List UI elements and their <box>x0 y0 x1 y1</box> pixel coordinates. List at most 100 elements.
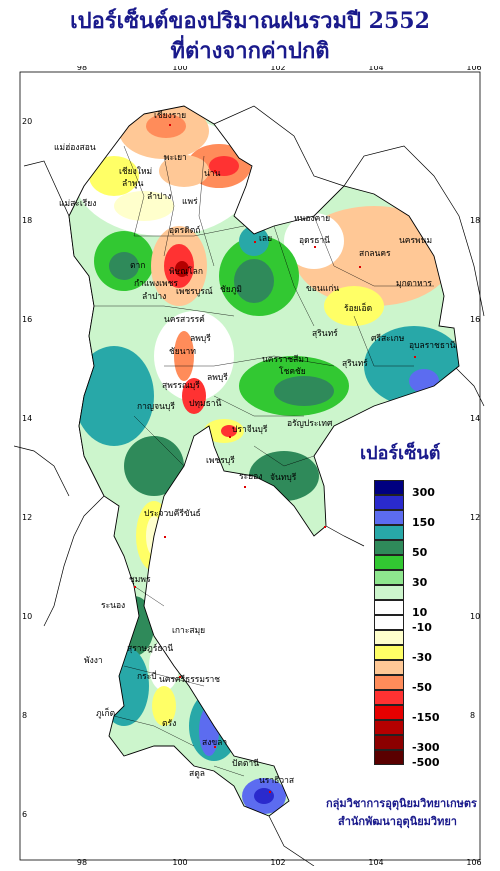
lon-tick: 98 <box>77 858 87 866</box>
station-label: อุดรธานี <box>299 235 330 246</box>
station-label: ขอนแก่น <box>306 284 339 294</box>
station-label: เชียงใหม่ <box>119 166 152 177</box>
lon-tick: 104 <box>368 66 383 72</box>
legend-swatch <box>374 480 404 495</box>
station-label: นครสวรรค์ <box>164 314 205 325</box>
lat-tick: 16 <box>470 315 480 324</box>
station-label: กระบี่ <box>137 670 157 682</box>
legend-swatch <box>374 630 404 645</box>
station-label: นราธิวาส <box>259 776 295 786</box>
legend-swatch <box>374 660 404 675</box>
station-label: ศรีสะเกษ <box>371 333 405 344</box>
legend-title: เปอร์เซ็นต์ <box>360 443 441 464</box>
station-label: จันทบุรี <box>270 472 297 483</box>
legend-label: -10 <box>412 621 432 634</box>
station-label: ชุมพร <box>129 575 151 585</box>
station-label: แพร่ <box>182 197 198 207</box>
station-label: อุบลราชธานี <box>409 340 456 351</box>
station-markers <box>134 124 416 793</box>
station-label: เชียงราย <box>154 110 186 121</box>
station-label: ลำปาง <box>147 192 171 202</box>
station-label: สงขลา <box>202 738 227 748</box>
credit-line1: กลุ่มวิชาการอุตุนิยมวิทยาเกษตร <box>326 797 477 810</box>
legend-label: 10 <box>412 606 428 619</box>
station-label: นครศรีธรรมราช <box>159 674 220 685</box>
legend-swatch <box>374 720 404 735</box>
longitude-ticks: 98 100 102 104 106 98 100 102 104 106 <box>77 66 482 866</box>
station-label: นครพนม <box>399 236 432 246</box>
station-label: ชัยภูมิ <box>220 285 242 295</box>
station-label: เพชรบูรณ์ <box>176 286 213 297</box>
legend-swatch <box>374 585 404 600</box>
station-label: มุกดาหาร <box>396 279 432 289</box>
station-label: ปทุมธานี <box>189 398 222 409</box>
lat-tick: 14 <box>470 414 480 423</box>
lat-tick: 14 <box>22 414 32 423</box>
legend-swatch <box>374 690 404 705</box>
lon-tick: 106 <box>466 858 481 866</box>
lat-tick: 12 <box>470 513 480 522</box>
legend-swatch <box>374 645 404 660</box>
lat-tick: 16 <box>22 315 32 324</box>
station-label: ลพบุรี <box>190 333 211 344</box>
legend-label: 300 <box>412 486 435 499</box>
station-label: ตรัง <box>162 719 176 729</box>
legend-swatch <box>374 600 404 615</box>
legend-swatch <box>374 735 404 750</box>
station-label: สุรินทร์ <box>312 328 338 339</box>
station-label: ประจวบคีรีขันธ์ <box>144 508 201 519</box>
map-title-line1: เปอร์เซ็นต์ของปริมาณฝนรวมปี 2552 <box>70 8 430 34</box>
legend-label: -300 <box>412 741 440 754</box>
legend-label: -30 <box>412 651 432 664</box>
legend-swatch <box>374 570 404 585</box>
station-label: ปัตตานี <box>232 758 259 769</box>
legend-swatch <box>374 705 404 720</box>
lat-tick: 20 <box>22 117 32 126</box>
station-label: สุรินทร์ <box>342 358 368 369</box>
station-label: สตูล <box>189 769 205 779</box>
legend-swatch <box>374 525 404 540</box>
credit-line2: สำนักพัฒนาอุตุนิยมวิทยา <box>338 815 457 828</box>
station-label: หนองคาย <box>294 214 330 224</box>
legend-swatch <box>374 495 404 510</box>
station-label: พะเยา <box>164 153 187 163</box>
lat-tick: 12 <box>22 513 32 522</box>
station-label: สุพรรณบุรี <box>162 380 200 391</box>
legend-label: -150 <box>412 711 440 724</box>
station-label: เพชรบุรี <box>206 455 235 466</box>
lon-tick: 102 <box>270 66 285 72</box>
station-label: นครราชสีมา <box>262 354 309 365</box>
station-label: กาญจนบุรี <box>137 401 175 412</box>
legend-label: 30 <box>412 576 428 589</box>
station-label: สุราษฎร์ธานี <box>127 643 173 654</box>
station-label: ชัยนาท <box>169 347 196 357</box>
lat-tick: 6 <box>22 810 27 819</box>
station-label: ระยอง <box>239 472 262 482</box>
lat-tick: 8 <box>22 711 27 720</box>
station-label: สกลนคร <box>359 249 391 259</box>
legend: 300 150 50 30 10 -10 -30 -50 -150 -300 -… <box>374 480 440 769</box>
legend-swatch <box>374 675 404 690</box>
legend-swatch <box>374 615 404 630</box>
lon-tick: 102 <box>270 858 285 866</box>
station-label: แม่ฮ่องสอน <box>54 143 96 153</box>
lat-tick: 8 <box>470 711 475 720</box>
latitude-ticks: 20 18 16 14 12 10 8 6 18 16 14 12 10 8 <box>22 117 480 819</box>
legend-label: 150 <box>412 516 435 529</box>
station-label: กำแพงเพชร <box>134 279 178 289</box>
station-label: ตาก <box>130 261 145 271</box>
thailand-outline <box>68 105 460 817</box>
legend-label: 50 <box>412 546 428 559</box>
map-border <box>19 71 481 861</box>
station-label: เกาะสมุย <box>172 626 205 636</box>
lat-tick: 18 <box>470 216 480 225</box>
station-label: พิษณุโลก <box>169 266 203 277</box>
station-label: แม่สะเรียง <box>59 198 96 209</box>
lat-tick: 10 <box>22 612 32 621</box>
station-label: พังงา <box>84 656 103 666</box>
legend-swatch <box>374 510 404 525</box>
lat-tick: 18 <box>22 216 32 225</box>
station-label: น่าน <box>204 169 221 179</box>
lon-tick: 106 <box>466 66 481 72</box>
legend-swatch <box>374 540 404 555</box>
